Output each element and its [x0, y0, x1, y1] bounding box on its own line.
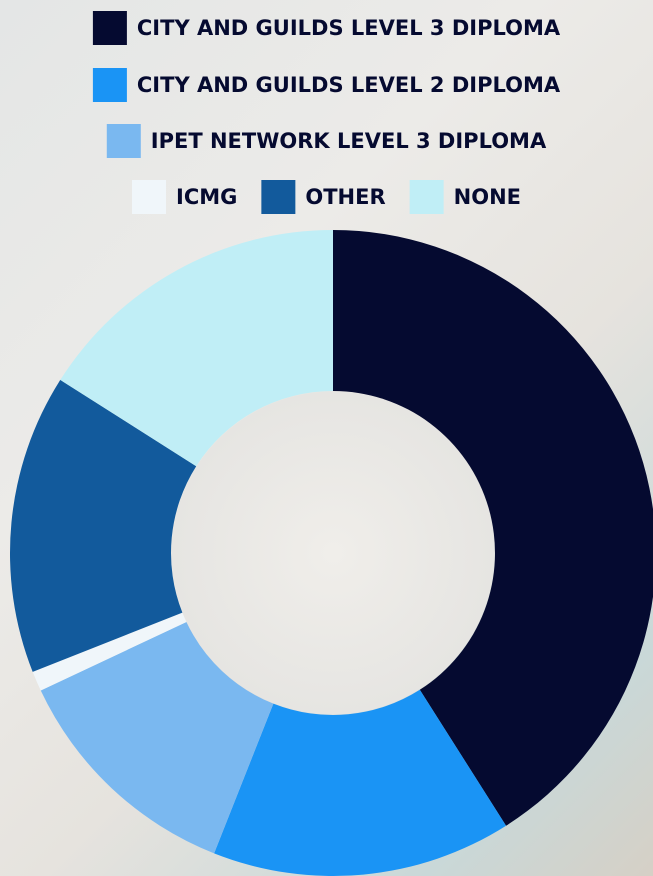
legend-label: IPET NETWORK LEVEL 3 DIPLOMA	[151, 129, 547, 153]
legend-swatch	[92, 68, 127, 102]
legend-row: ICMG OTHER NONE	[132, 180, 521, 214]
donut-hole	[171, 391, 495, 715]
donut-slice	[214, 689, 507, 876]
legend-swatch	[132, 180, 166, 214]
legend-label: OTHER	[305, 185, 385, 209]
legend-swatch	[92, 11, 127, 45]
donut-slice	[333, 230, 653, 826]
donut-slice	[60, 230, 334, 467]
legend-label: CITY AND GUILDS LEVEL 2 DIPLOMA	[137, 73, 561, 97]
legend-label: CITY AND GUILDS LEVEL 3 DIPLOMA	[137, 16, 561, 40]
legend-row: CITY AND GUILDS LEVEL 3 DIPLOMA	[92, 11, 561, 45]
legend-row: IPET NETWORK LEVEL 3 DIPLOMA	[106, 124, 547, 158]
legend-label: ICMG	[176, 185, 237, 209]
donut-slice	[10, 379, 197, 672]
legend-swatch	[409, 180, 444, 214]
legend-label: NONE	[454, 185, 521, 209]
legend-swatch	[261, 180, 296, 214]
legend-row: CITY AND GUILDS LEVEL 2 DIPLOMA	[92, 68, 561, 102]
legend-swatch	[106, 124, 141, 158]
donut-slice	[32, 612, 187, 691]
donut-slice	[40, 621, 274, 854]
